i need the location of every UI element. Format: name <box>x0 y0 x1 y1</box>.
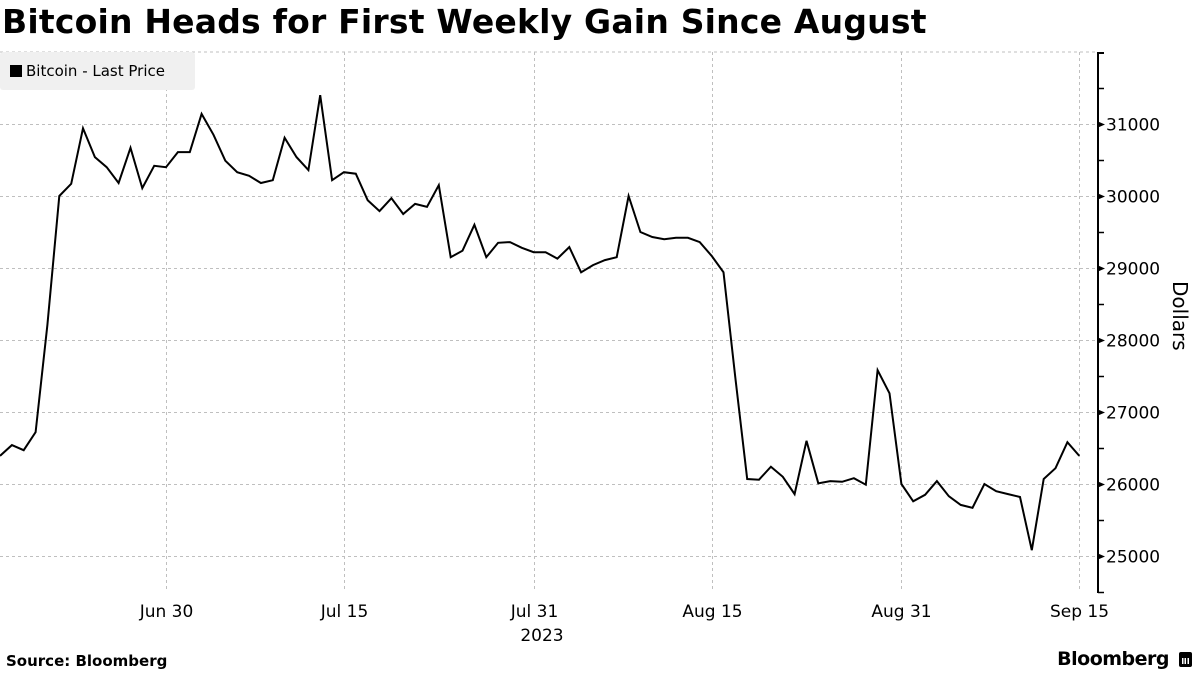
x-year-label: 2023 <box>520 626 563 646</box>
x-tick-label: Jul 15 <box>320 602 369 622</box>
legend-swatch-icon <box>10 65 22 77</box>
chart-title: Bitcoin Heads for First Weekly Gain Sinc… <box>2 2 927 41</box>
bar-chart-icon <box>1179 651 1192 667</box>
y-tick-label: 26000 <box>1106 476 1160 496</box>
y-axis: 25000 26000 27000 28000 29000 30000 31000 <box>1097 52 1160 594</box>
x-tick-label: Aug 15 <box>682 602 742 622</box>
y-tick-label: 28000 <box>1106 332 1160 352</box>
brand-wordmark: Bloomberg <box>1057 648 1169 670</box>
x-tick-label: Aug 31 <box>871 602 931 622</box>
legend-label: Bitcoin - Last Price <box>26 62 165 80</box>
y-tick-label: 30000 <box>1106 188 1160 208</box>
y-tick-label: 27000 <box>1106 404 1160 424</box>
x-tick-label: Sep 15 <box>1050 602 1109 622</box>
y-tick-label: 25000 <box>1106 548 1160 568</box>
y-tick-label: 29000 <box>1106 260 1160 280</box>
legend: Bitcoin - Last Price <box>0 52 195 90</box>
y-tick-label: 31000 <box>1106 116 1160 136</box>
source-note: Source: Bloomberg <box>6 652 168 670</box>
x-tick-label: Jun 30 <box>139 602 194 622</box>
gridlines <box>0 51 1098 592</box>
x-tick-label: Jul 31 <box>510 602 559 622</box>
x-axis-labels: Jun 30 Jul 15 Jul 31 Aug 15 Aug 31 Sep 15 2023 <box>139 602 1109 646</box>
y-axis-label: Dollars <box>1168 281 1192 351</box>
price-line <box>0 95 1081 551</box>
bloomberg-logo: Bloomberg <box>1057 648 1192 670</box>
